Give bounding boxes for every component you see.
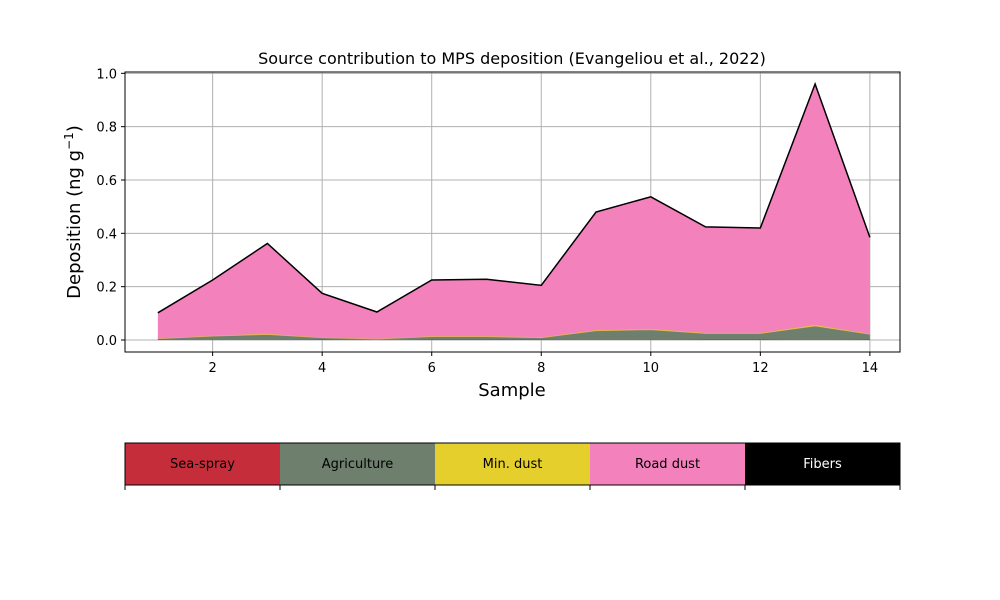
legend-label-sea-spray: Sea-spray: [170, 457, 235, 472]
y-tick-label: 0.8: [96, 121, 117, 136]
legend-swatch-sea-spray: [125, 443, 280, 485]
plot-frame: [124, 71, 901, 353]
y-tick-label: 1.0: [96, 67, 117, 82]
total-line: [157, 81, 871, 314]
legend-frame: [124, 442, 901, 486]
y-ticks: 0.0 0.2 0.4 0.6 0.8 1.0: [96, 67, 125, 349]
x-tick-label: 2: [208, 361, 216, 376]
stacked-areas: [157, 81, 871, 340]
legend-label-road-dust: Road dust: [635, 457, 700, 472]
y-tick-label: 0.0: [96, 334, 117, 349]
x-tick-label: 14: [862, 361, 879, 376]
y-axis-label-superscript: −1: [62, 132, 76, 150]
axes: [124, 71, 901, 353]
y-axis-label-tail: ): [64, 125, 85, 132]
x-tick-label: 4: [318, 361, 326, 376]
chart-title: Source contribution to MPS deposition (E…: [258, 49, 766, 68]
legend-swatch-fibers: [745, 443, 900, 485]
y-tick-label: 0.6: [96, 174, 117, 189]
x-tick-label: 10: [643, 361, 660, 376]
x-tick-label: 8: [537, 361, 545, 376]
x-tick-label: 12: [752, 361, 769, 376]
x-tick-label: 6: [428, 361, 436, 376]
area-sea-spray: [157, 339, 870, 340]
x-axis-label: Sample: [478, 380, 546, 401]
x-ticks: 2 4 6 8 10 12 14: [208, 352, 878, 376]
legend-label-fibers: Fibers: [803, 457, 842, 472]
legend-label-agriculture: Agriculture: [322, 457, 394, 472]
y-axis-label-main: Deposition (ng g: [64, 150, 85, 299]
area-road-dust: [157, 84, 870, 339]
y-axis-label: Deposition (ng g−1): [62, 125, 85, 299]
legend-swatch-agriculture: [280, 443, 435, 485]
legend-label-min-dust: Min. dust: [483, 457, 543, 472]
legend-swatch-min-dust: [435, 443, 590, 485]
y-tick-label: 0.4: [96, 227, 117, 242]
legend-swatch-road-dust: [590, 443, 745, 485]
area-agriculture: [157, 325, 870, 340]
legend: Sea-spray Agriculture Min. dust Road dust Fi…: [124, 442, 901, 490]
y-tick-label: 0.2: [96, 281, 117, 296]
